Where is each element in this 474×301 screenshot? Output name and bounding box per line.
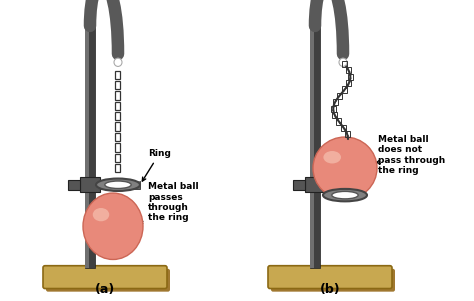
Bar <box>116 112 120 120</box>
Bar <box>85 21 95 268</box>
Bar <box>116 91 120 100</box>
Bar <box>345 131 350 137</box>
Circle shape <box>114 58 122 67</box>
FancyBboxPatch shape <box>46 269 170 292</box>
Ellipse shape <box>313 137 377 199</box>
FancyBboxPatch shape <box>43 266 167 289</box>
Ellipse shape <box>83 193 143 259</box>
Bar <box>293 180 305 190</box>
FancyBboxPatch shape <box>268 266 392 289</box>
Bar <box>333 99 337 105</box>
Ellipse shape <box>96 178 140 191</box>
Bar <box>337 118 341 125</box>
Bar <box>342 86 347 93</box>
Bar <box>305 178 325 192</box>
FancyBboxPatch shape <box>271 269 395 292</box>
Bar <box>342 61 346 67</box>
Bar <box>116 123 120 131</box>
Ellipse shape <box>93 208 109 221</box>
Text: (a): (a) <box>95 283 115 296</box>
Bar <box>310 21 314 268</box>
Bar <box>116 102 120 110</box>
Bar <box>116 133 120 141</box>
Bar <box>348 73 353 80</box>
Bar <box>116 164 120 172</box>
Bar <box>341 125 346 131</box>
Bar <box>331 106 336 112</box>
Bar <box>68 180 80 190</box>
Bar <box>116 154 120 162</box>
Text: (b): (b) <box>319 283 340 296</box>
Bar <box>80 178 100 192</box>
Bar <box>332 112 337 118</box>
Bar <box>325 181 365 189</box>
Ellipse shape <box>332 191 358 199</box>
Bar <box>100 181 140 189</box>
Bar <box>325 181 365 183</box>
Bar <box>100 181 140 183</box>
Text: Metal ball
does not
pass through
the ring: Metal ball does not pass through the rin… <box>375 135 445 175</box>
Bar <box>310 21 320 268</box>
Bar <box>116 70 120 79</box>
Ellipse shape <box>105 181 131 188</box>
Ellipse shape <box>323 189 367 201</box>
Bar <box>337 93 342 99</box>
Text: Ring: Ring <box>142 149 171 181</box>
Bar <box>346 80 351 86</box>
Circle shape <box>339 58 347 67</box>
Bar <box>116 143 120 151</box>
Ellipse shape <box>323 151 341 163</box>
Bar <box>346 67 351 73</box>
Bar <box>85 21 89 268</box>
Bar <box>116 81 120 89</box>
Text: Metal ball
passes
through
the ring: Metal ball passes through the ring <box>139 182 199 224</box>
